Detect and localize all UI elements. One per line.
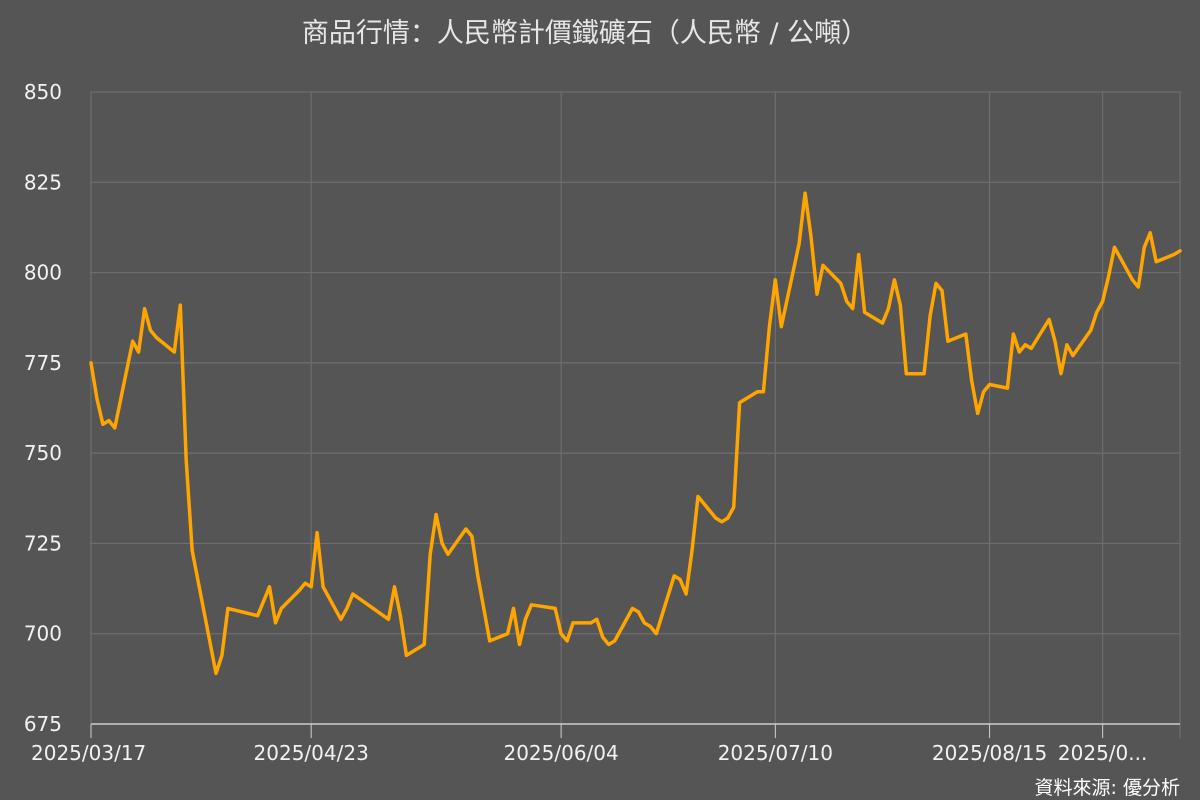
y-tick-label-750: 750 (24, 441, 62, 465)
series-layer (89, 191, 1182, 676)
y-tick-label-725: 725 (24, 531, 62, 555)
x-tick-label-3: 2025/07/10 (718, 741, 833, 765)
y-tick-label-850: 850 (24, 80, 62, 104)
source-label: 資料來源: 優分析 (1035, 777, 1180, 799)
x-tick-label-2: 2025/06/04 (503, 741, 618, 765)
x-tick-label-4: 2025/08/15 (932, 741, 1047, 765)
y-tick-label-800: 800 (24, 261, 62, 285)
y-tick-label-700: 700 (24, 622, 62, 646)
axes: 675 700 725 750 775 800 825 850 2025/03/17 2025/0… (24, 80, 1180, 765)
x-tick-label-5: 2025/0... (1058, 741, 1147, 765)
grid (90, 91, 1181, 738)
x-tick-label-1: 2025/04/23 (254, 741, 369, 765)
chart-title: 商品行情：人民幣計價鐵礦石（人民幣 / 公噸） (302, 18, 868, 49)
y-tick-label-775: 775 (24, 351, 62, 375)
y-tick-label-825: 825 (24, 170, 62, 194)
x-tick-label-0: 2025/03/17 (31, 741, 146, 765)
y-tick-label-675: 675 (24, 712, 62, 736)
series-line-0 (89, 191, 1182, 676)
